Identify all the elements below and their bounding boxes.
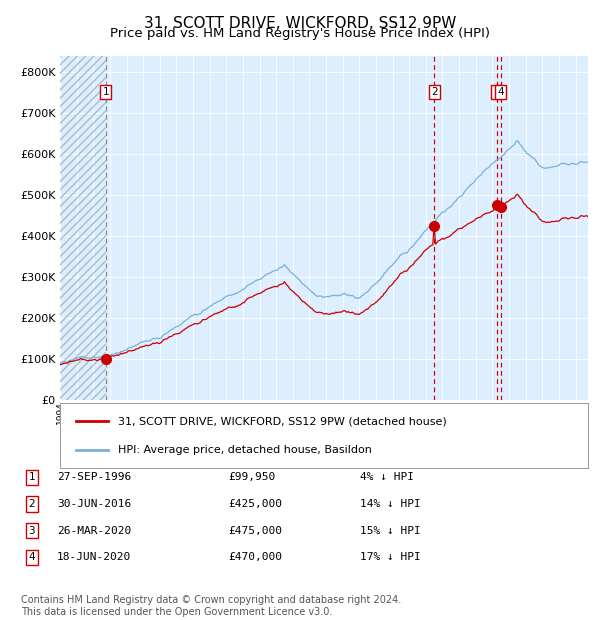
Text: 4% ↓ HPI: 4% ↓ HPI (360, 472, 414, 482)
Text: Contains HM Land Registry data © Crown copyright and database right 2024.
This d: Contains HM Land Registry data © Crown c… (21, 595, 401, 617)
Text: 15% ↓ HPI: 15% ↓ HPI (360, 526, 421, 536)
Text: 2: 2 (431, 87, 437, 97)
Text: 27-SEP-1996: 27-SEP-1996 (57, 472, 131, 482)
Text: 31, SCOTT DRIVE, WICKFORD, SS12 9PW: 31, SCOTT DRIVE, WICKFORD, SS12 9PW (144, 16, 456, 30)
Text: £475,000: £475,000 (228, 526, 282, 536)
Text: 2: 2 (28, 499, 35, 509)
Text: 3: 3 (28, 526, 35, 536)
Text: HPI: Average price, detached house, Basildon: HPI: Average price, detached house, Basi… (118, 445, 372, 455)
Text: 4: 4 (497, 87, 504, 97)
Text: 14% ↓ HPI: 14% ↓ HPI (360, 499, 421, 509)
Text: 3: 3 (493, 87, 500, 97)
Text: £99,950: £99,950 (228, 472, 275, 482)
Text: £470,000: £470,000 (228, 552, 282, 562)
Text: 1: 1 (103, 87, 109, 97)
Text: 26-MAR-2020: 26-MAR-2020 (57, 526, 131, 536)
Text: Price paid vs. HM Land Registry's House Price Index (HPI): Price paid vs. HM Land Registry's House … (110, 27, 490, 40)
Text: 17% ↓ HPI: 17% ↓ HPI (360, 552, 421, 562)
Text: 30-JUN-2016: 30-JUN-2016 (57, 499, 131, 509)
Text: 31, SCOTT DRIVE, WICKFORD, SS12 9PW (detached house): 31, SCOTT DRIVE, WICKFORD, SS12 9PW (det… (118, 416, 447, 426)
Bar (60, 56, 106, 400)
Text: 1: 1 (28, 472, 35, 482)
Text: 4: 4 (28, 552, 35, 562)
Text: £425,000: £425,000 (228, 499, 282, 509)
Text: 18-JUN-2020: 18-JUN-2020 (57, 552, 131, 562)
